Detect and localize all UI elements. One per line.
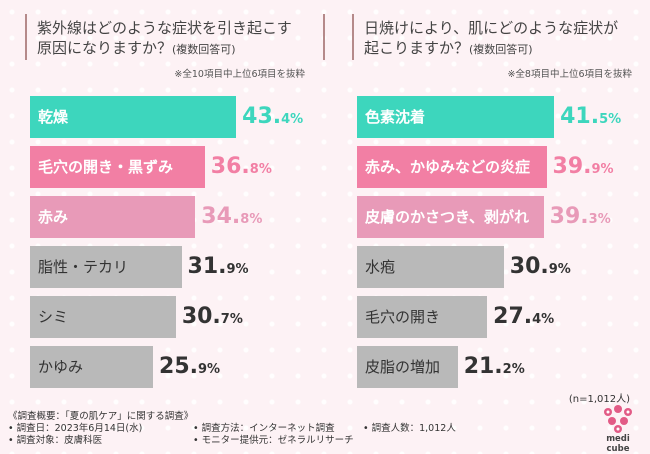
bar-label: 皮脂の増加 [365,358,441,376]
bar-row: 脂性・テカリ 31.9% [30,246,330,288]
bar-label: シミ [38,308,69,326]
left-title-note: (複数回答可) [172,43,236,56]
bar [357,346,458,388]
bar-label: 水疱 [365,258,396,276]
bar-value-main: 39. [549,204,589,229]
bar-value-main: 21. [463,354,503,379]
logo-text: medi cube [606,434,630,454]
bar-row: 毛穴の開き・黒ずみ 36.8% [30,146,330,188]
bar-value-main: 34. [201,204,241,229]
bar-value-main: 25. [159,354,198,379]
bar-value-main: 31. [187,254,227,279]
footer-target: • 調査対象：皮膚科医 [8,435,103,446]
left-chart-panel: 紫外線はどのような症状を引き起こす 原因になりますか？(複数回答可) ※全10項… [25,6,325,388]
bar-label: 皮膚のかさつき、剥がれ [365,208,529,226]
bar-value-decimal: 2% [502,362,525,377]
bar [357,296,488,338]
right-subnote: ※全8項目中上位6項目を抜粋 [507,69,632,80]
bar-row: シミ 30.7% [30,296,330,338]
bar-row: 赤み、かゆみなどの炎症 39.9% [357,146,650,188]
left-bar-chart: 乾燥 43.4% 毛穴の開き・黒ずみ 36.8% 赤み 34.8% 脂性・テカリ 31.9% シ… [30,96,330,388]
bar-value-label: 21.2% [464,346,525,388]
bar-value-decimal: 7% [220,312,243,327]
bar-value-main: 30. [509,254,549,279]
right-title-line2: 起こりますか？ [364,39,470,57]
medicube-logo-icon [604,405,632,433]
bar [357,146,547,188]
bar-row: 毛穴の開き 27.4% [357,296,650,338]
bar-label: 脂性・テカリ [38,258,129,276]
medicube-logo: medi cube [598,404,638,454]
bar-value-decimal: 3% [588,212,611,227]
bar-value-label: 27.4% [493,296,554,338]
bar-row: 皮脂の増加 21.2% [357,346,650,388]
bar-value-label: 25.9% [159,346,220,388]
bar [30,246,182,288]
bar-row: 皮膚のかさつき、剥がれ 39.3% [357,196,650,238]
right-question-title: 日焼けにより、肌にどのような症状が 起こりますか？(複数回答可) [352,14,650,60]
bar-label: 色素沈着 [365,108,426,126]
bar [30,146,205,188]
bar-value-label: 41.5% [560,96,621,138]
left-title-line2: 原因になりますか？ [37,39,173,57]
bar-value-decimal: 9% [591,162,614,177]
footer-people: • 調査人数：1,012人 [363,423,456,434]
bar-value-label: 30.7% [182,296,243,338]
bar [357,96,555,138]
bar-value-label: 43.4% [242,96,303,138]
right-bar-chart: 色素沈着 41.5% 赤み、かゆみなどの炎症 39.9% 皮膚のかさつき、剥がれ 39.3… [357,96,650,388]
bar-value-decimal: 4% [532,312,555,327]
right-title-line1: 日焼けにより、肌にどのような症状が [364,19,619,37]
bar-value-main: 27. [493,304,533,329]
footer-method: • 調査方法：インターネット調査 [193,423,335,434]
bar-row: かゆみ 25.9% [30,346,330,388]
bar-label: 毛穴の開き・黒ずみ [38,158,174,176]
bar-row: 赤み 34.8% [30,196,330,238]
footer-date: • 調査日：2023年6月14日(水) [8,423,143,434]
bar-value-main: 43. [242,104,282,129]
right-title-note: (複数回答可) [469,43,533,56]
bar-value-decimal: 9% [198,362,221,377]
bar-row: 色素沈着 41.5% [357,96,650,138]
bar-row: 水疱 30.9% [357,246,650,288]
bar-value-label: 39.3% [550,196,611,238]
footer-monitor: • モニター提供元：ゼネラルリサーチ [193,435,354,446]
bar-label: 毛穴の開き [365,308,441,326]
bar [357,196,544,238]
bar-label: 赤み [38,208,69,226]
bar-value-decimal: 9% [226,262,249,277]
bar-value-label: 31.9% [188,246,249,288]
bar [30,196,196,238]
bar-value-label: 39.9% [553,146,614,188]
bar-value-main: 30. [181,304,221,329]
bar-value-main: 39. [552,154,592,179]
bar-value-label: 36.8% [211,146,272,188]
sample-size-note: (n=1,012人) [568,394,630,405]
bar-value-label: 34.8% [201,196,262,238]
bar [357,246,504,288]
bar-value-main: 36. [210,154,250,179]
bar-value-decimal: 5% [599,112,622,127]
left-question-title: 紫外線はどのような症状を引き起こす 原因になりますか？(複数回答可) [25,14,325,60]
bar [30,96,237,138]
bar-label: 乾燥 [38,108,69,126]
bar-value-decimal: 8% [240,212,263,227]
bar-row: 乾燥 43.4% [30,96,330,138]
bar-value-main: 41. [560,104,600,129]
right-chart-panel: 日焼けにより、肌にどのような症状が 起こりますか？(複数回答可) ※全8項目中上… [352,6,650,388]
left-subnote: ※全10項目中上位6項目を抜粋 [174,69,305,80]
bar-value-label: 30.9% [510,246,571,288]
bar-label: 赤み、かゆみなどの炎症 [365,158,531,176]
footer-overview: 《調査概要：「夏の肌ケア」に関する調査》 [8,411,194,422]
bar-value-decimal: 4% [281,112,304,127]
bar-label: かゆみ [38,358,84,376]
bar [30,296,176,338]
left-title-line1: 紫外線はどのような症状を引き起こす [37,19,292,37]
bar-value-decimal: 8% [249,162,272,177]
bar [30,346,154,388]
bar-value-decimal: 9% [548,262,571,277]
